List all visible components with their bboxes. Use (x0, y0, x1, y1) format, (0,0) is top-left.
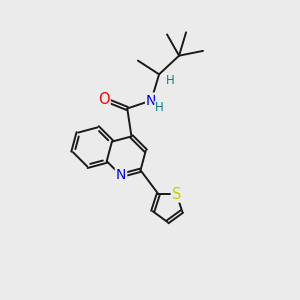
Text: N: N (116, 169, 126, 182)
Text: O: O (98, 92, 110, 106)
Text: H: H (166, 74, 175, 87)
Text: H: H (155, 101, 164, 114)
Text: S: S (172, 187, 181, 202)
Text: N: N (146, 94, 156, 107)
